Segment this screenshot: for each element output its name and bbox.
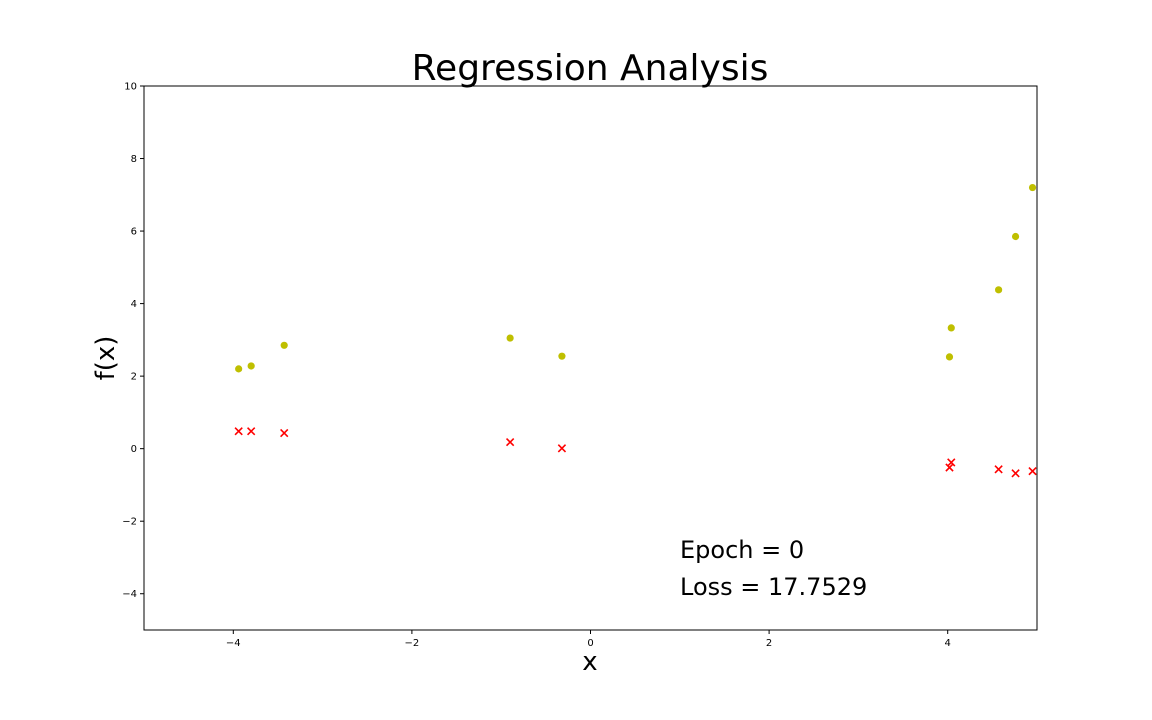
points-layer [234, 183, 1037, 478]
y-tick-label: 2 [131, 372, 137, 383]
y-axis-label: f(x) [91, 336, 121, 381]
y-tick-label: 8 [131, 154, 137, 165]
epoch-annotation: Epoch = 0 [680, 536, 804, 564]
data-point-circle [947, 324, 955, 332]
data-point-x [947, 458, 956, 467]
x-axis-label: x [582, 647, 597, 677]
data-point-circle [1011, 232, 1020, 241]
plot-area-frame [143, 85, 1038, 631]
data-point-x [557, 444, 567, 453]
y-tick-label: 10 [124, 82, 137, 93]
data-point-circle [995, 286, 1003, 294]
data-point-x [280, 428, 289, 438]
data-point-circle [1028, 183, 1037, 192]
chart-title: Regression Analysis [412, 48, 769, 89]
data-point-x [1028, 466, 1037, 476]
y-tick-label: 0 [131, 444, 137, 455]
y-tick-label: −4 [122, 589, 137, 600]
x-tick-label: −2 [405, 638, 420, 649]
data-point-circle [247, 362, 255, 370]
x-tick-label: 2 [766, 638, 772, 649]
data-point-circle [945, 353, 954, 361]
x-tick-label: 0 [587, 638, 593, 649]
y-tick-label: 4 [131, 299, 137, 310]
loss-annotation: Loss = 17.7529 [680, 573, 867, 601]
ticks-layer: −4 −2 0 2 4 −4 −2 0 2 4 6 8 10 [122, 82, 951, 650]
data-point-circle [235, 365, 243, 373]
data-point-circle [558, 352, 566, 360]
data-point-x [246, 427, 256, 436]
data-point-circle [280, 341, 288, 349]
data-point-x [1011, 469, 1020, 478]
y-tick-label: 6 [131, 227, 137, 238]
y-tick-label: −2 [122, 517, 137, 528]
data-point-circle [506, 334, 514, 342]
x-tick-label: −4 [226, 638, 241, 649]
data-point-x [234, 427, 243, 436]
data-point-x [945, 463, 954, 472]
data-point-x [994, 465, 1003, 474]
data-point-x [505, 437, 515, 447]
x-tick-label: 4 [945, 638, 951, 649]
